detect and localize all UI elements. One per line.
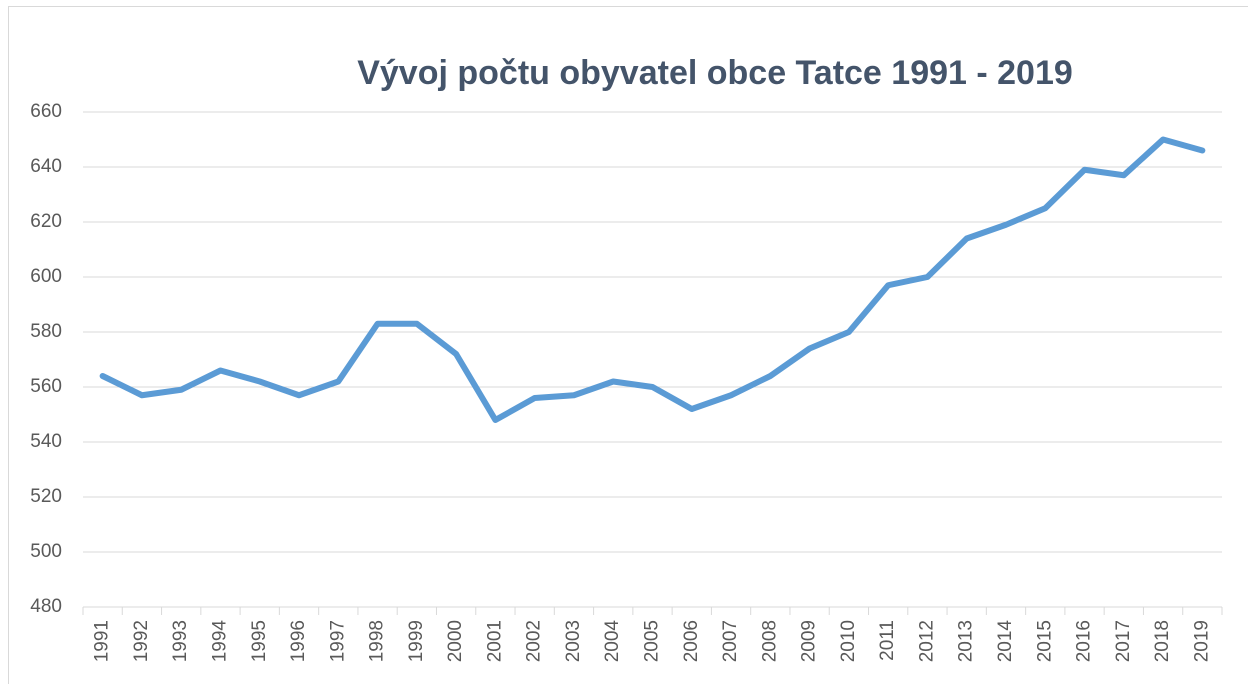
x-tick-label: 2005 <box>642 620 663 662</box>
x-tick-label: 1999 <box>406 620 427 662</box>
x-tick-label: 2011 <box>877 620 898 661</box>
x-tick-label: 2001 <box>484 620 505 662</box>
x-tick-label: 2007 <box>720 620 741 662</box>
y-tick-label: 640 <box>30 156 62 177</box>
x-tick-label: 2009 <box>799 620 820 662</box>
x-tick-label: 1993 <box>170 620 191 662</box>
x-tick-label: 1996 <box>288 620 309 662</box>
x-tick-label: 2000 <box>445 620 466 662</box>
x-tick-label: 2002 <box>524 620 545 662</box>
line-series <box>99 136 1206 423</box>
x-tick-label: 2015 <box>1034 620 1055 662</box>
x-tick-label: 2006 <box>681 620 702 662</box>
x-tick-label: 2019 <box>1191 620 1212 662</box>
x-tick-label: 2018 <box>1152 620 1173 662</box>
y-tick-label: 660 <box>30 101 62 122</box>
x-tick-label: 2016 <box>1074 620 1095 662</box>
x-tick-label: 2014 <box>995 620 1016 663</box>
x-tick-label: 2004 <box>602 620 623 663</box>
x-tick-label: 2010 <box>838 620 859 662</box>
y-tick-label: 580 <box>30 321 62 342</box>
y-tick-label: 600 <box>30 266 62 287</box>
chart-title: Vývoj počtu obyvatel obce Tatce 1991 - 2… <box>357 54 1073 92</box>
y-tick-label: 500 <box>30 541 62 562</box>
x-tick-label: 2008 <box>759 620 780 662</box>
x-tick-label: 1991 <box>92 620 113 662</box>
x-tick-label: 2003 <box>563 620 584 662</box>
x-tick-label: 1995 <box>249 620 270 662</box>
x-tick-label: 1998 <box>367 620 388 662</box>
chart-border <box>8 6 1248 684</box>
y-tick-label: 520 <box>30 486 62 507</box>
y-tick-label: 620 <box>30 211 62 232</box>
y-tick-label: 480 <box>30 596 62 617</box>
x-tick-label: 1992 <box>131 620 152 662</box>
x-tick-label: 1997 <box>327 620 348 662</box>
x-tick-label: 2012 <box>916 620 937 662</box>
x-tick-label: 2017 <box>1113 620 1134 662</box>
y-tick-label: 560 <box>30 376 62 397</box>
x-tick-label: 1994 <box>209 620 230 663</box>
y-tick-label: 540 <box>30 431 62 452</box>
x-tick-label: 2013 <box>956 620 977 662</box>
